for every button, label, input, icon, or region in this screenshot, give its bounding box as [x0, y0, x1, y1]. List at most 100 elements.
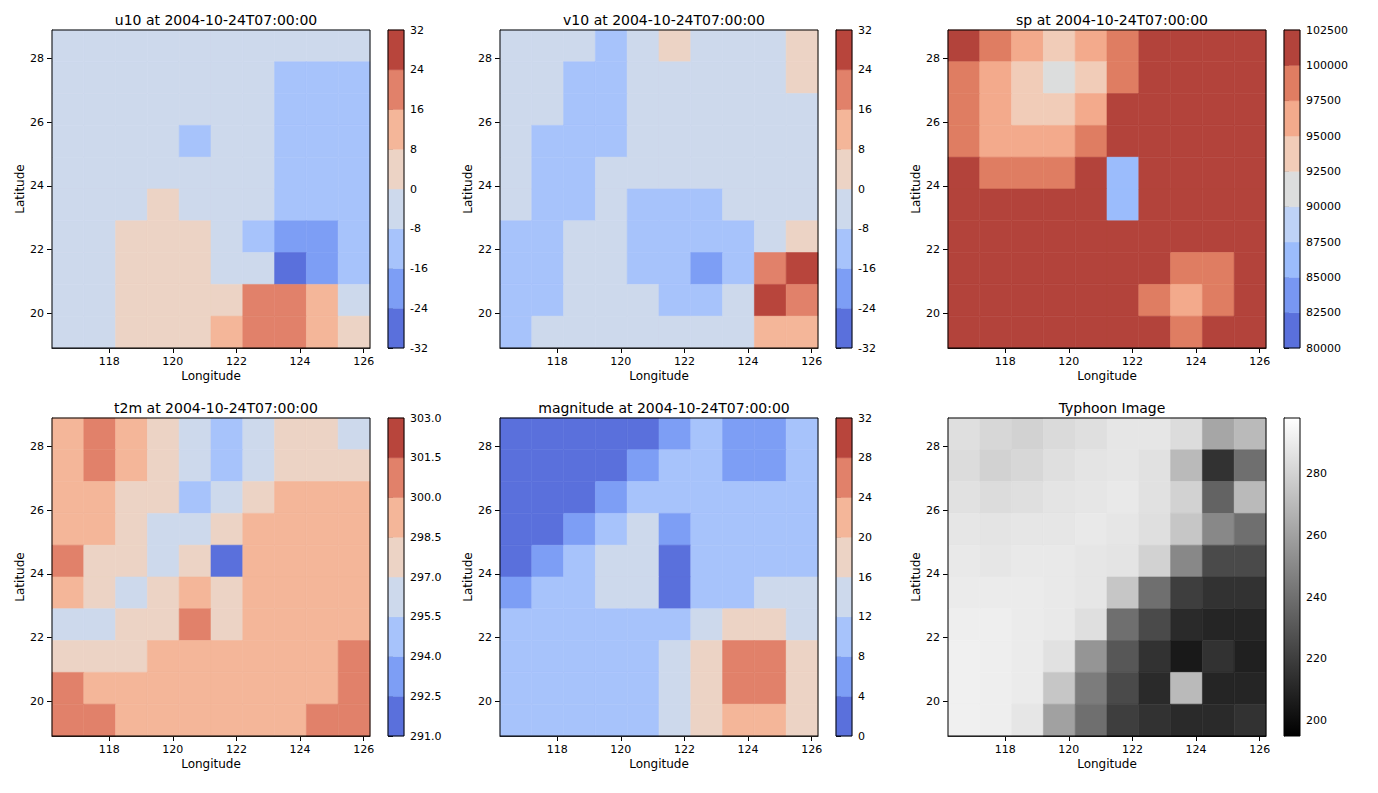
- svg-text:26: 26: [926, 116, 940, 129]
- svg-text:-24: -24: [410, 302, 428, 315]
- svg-text:295.5: 295.5: [410, 610, 442, 623]
- svg-text:v10 at 2004-10-24T07:00:00: v10 at 2004-10-24T07:00:00: [563, 12, 765, 28]
- svg-text:102500: 102500: [1306, 24, 1348, 37]
- svg-text:24: 24: [478, 179, 492, 192]
- svg-text:118: 118: [995, 743, 1016, 756]
- svg-text:24: 24: [858, 491, 872, 504]
- svg-text:Latitude: Latitude: [13, 164, 27, 213]
- svg-text:24: 24: [926, 567, 940, 580]
- svg-text:303.0: 303.0: [410, 412, 442, 425]
- svg-text:118: 118: [547, 355, 568, 368]
- svg-text:122: 122: [674, 355, 695, 368]
- svg-text:Longitude: Longitude: [629, 757, 689, 771]
- svg-text:80000: 80000: [1306, 342, 1341, 355]
- svg-text:124: 124: [738, 355, 759, 368]
- svg-text:120: 120: [162, 355, 183, 368]
- svg-text:118: 118: [995, 355, 1016, 368]
- svg-text:292.5: 292.5: [410, 690, 442, 703]
- svg-text:8: 8: [858, 143, 865, 156]
- svg-text:118: 118: [99, 355, 120, 368]
- svg-text:32: 32: [858, 412, 872, 425]
- svg-text:124: 124: [738, 743, 759, 756]
- svg-text:16: 16: [858, 571, 872, 584]
- svg-text:Longitude: Longitude: [1077, 757, 1137, 771]
- svg-text:92500: 92500: [1306, 165, 1341, 178]
- svg-text:200: 200: [1306, 714, 1327, 727]
- svg-text:301.5: 301.5: [410, 451, 442, 464]
- svg-text:22: 22: [478, 243, 492, 256]
- svg-text:28: 28: [926, 440, 940, 453]
- svg-text:118: 118: [99, 743, 120, 756]
- svg-text:120: 120: [162, 743, 183, 756]
- svg-text:122: 122: [226, 743, 247, 756]
- svg-text:Longitude: Longitude: [181, 757, 241, 771]
- svg-text:4: 4: [858, 690, 865, 703]
- svg-text:28: 28: [858, 451, 872, 464]
- svg-text:8: 8: [858, 650, 865, 663]
- svg-text:32: 32: [410, 24, 424, 37]
- svg-text:Latitude: Latitude: [909, 552, 923, 601]
- svg-text:-8: -8: [858, 222, 869, 235]
- svg-text:126: 126: [1249, 743, 1270, 756]
- svg-text:122: 122: [674, 743, 695, 756]
- svg-text:82500: 82500: [1306, 306, 1341, 319]
- svg-text:26: 26: [478, 116, 492, 129]
- svg-text:8: 8: [410, 143, 417, 156]
- svg-text:32: 32: [858, 24, 872, 37]
- svg-text:294.0: 294.0: [410, 650, 442, 663]
- svg-text:26: 26: [478, 504, 492, 517]
- svg-text:122: 122: [226, 355, 247, 368]
- svg-text:291.0: 291.0: [410, 730, 442, 743]
- svg-text:124: 124: [290, 355, 311, 368]
- svg-text:120: 120: [610, 743, 631, 756]
- svg-text:298.5: 298.5: [410, 531, 442, 544]
- svg-text:28: 28: [478, 440, 492, 453]
- svg-text:0: 0: [410, 183, 417, 196]
- svg-text:-24: -24: [858, 302, 876, 315]
- svg-text:20: 20: [926, 307, 940, 320]
- svg-text:124: 124: [1186, 743, 1207, 756]
- svg-text:28: 28: [926, 52, 940, 65]
- svg-text:24: 24: [478, 567, 492, 580]
- svg-text:120: 120: [610, 355, 631, 368]
- svg-text:Latitude: Latitude: [13, 552, 27, 601]
- svg-text:16: 16: [410, 103, 424, 116]
- svg-text:-32: -32: [858, 342, 876, 355]
- svg-text:sp at 2004-10-24T07:00:00: sp at 2004-10-24T07:00:00: [1016, 12, 1208, 28]
- svg-text:Longitude: Longitude: [629, 369, 689, 383]
- svg-text:24: 24: [926, 179, 940, 192]
- svg-text:97500: 97500: [1306, 94, 1341, 107]
- svg-text:-16: -16: [858, 262, 876, 275]
- svg-text:300.0: 300.0: [410, 491, 442, 504]
- svg-text:12: 12: [858, 610, 872, 623]
- svg-text:t2m at 2004-10-24T07:00:00: t2m at 2004-10-24T07:00:00: [114, 400, 318, 416]
- svg-text:95000: 95000: [1306, 130, 1341, 143]
- svg-text:26: 26: [30, 116, 44, 129]
- svg-text:280: 280: [1306, 467, 1327, 480]
- svg-text:85000: 85000: [1306, 271, 1341, 284]
- svg-text:16: 16: [858, 103, 872, 116]
- svg-text:22: 22: [926, 243, 940, 256]
- svg-text:-32: -32: [410, 342, 428, 355]
- svg-text:126: 126: [801, 743, 822, 756]
- svg-text:22: 22: [30, 631, 44, 644]
- svg-text:297.0: 297.0: [410, 571, 442, 584]
- svg-text:24: 24: [30, 179, 44, 192]
- svg-text:126: 126: [353, 743, 374, 756]
- svg-text:28: 28: [478, 52, 492, 65]
- svg-text:124: 124: [290, 743, 311, 756]
- svg-text:22: 22: [30, 243, 44, 256]
- svg-text:22: 22: [926, 631, 940, 644]
- svg-text:87500: 87500: [1306, 236, 1341, 249]
- svg-text:120: 120: [1058, 355, 1079, 368]
- svg-text:-16: -16: [410, 262, 428, 275]
- svg-text:Longitude: Longitude: [1077, 369, 1137, 383]
- svg-text:Latitude: Latitude: [461, 164, 475, 213]
- svg-text:26: 26: [926, 504, 940, 517]
- svg-text:126: 126: [1249, 355, 1270, 368]
- svg-text:26: 26: [30, 504, 44, 517]
- svg-text:124: 124: [1186, 355, 1207, 368]
- svg-text:260: 260: [1306, 529, 1327, 542]
- svg-text:100000: 100000: [1306, 59, 1348, 72]
- svg-text:122: 122: [1122, 355, 1143, 368]
